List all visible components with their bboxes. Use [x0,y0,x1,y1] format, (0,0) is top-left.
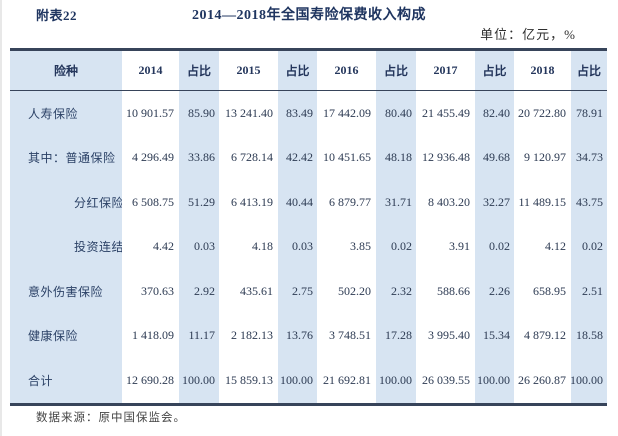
share-value-cell: 83.49 [278,91,317,136]
share-value-cell: 34.73 [571,135,607,180]
column-header: 2016 [317,51,376,91]
row-label: 投资连结保险 [10,224,149,269]
premium-value-cell: 26 039.55 [416,358,475,403]
unit-label: 单位：亿元，% [480,27,576,42]
premium-value-cell: 3 748.51 [317,313,376,358]
share-value-cell: 0.02 [475,224,514,269]
premium-value-cell: 4 879.12 [514,313,571,358]
page-edge-shadow [0,0,2,436]
share-value-cell: 100.00 [570,358,607,403]
row-label: 合计 [10,358,122,403]
share-value-cell: 11.17 [179,313,219,358]
premium-value-cell: 2 182.13 [219,313,278,358]
share-value-cell: 40.44 [278,180,317,225]
column-header: 占比 [376,51,416,91]
premium-value-cell: 1 418.09 [122,313,179,358]
premium-value-cell: 3.85 [317,224,376,269]
column-header: 占比 [571,51,607,91]
column-header: 2015 [219,51,278,91]
premium-value-cell: 4.18 [219,224,278,269]
row-label: 人寿保险 [10,91,122,136]
share-value-cell: 2.32 [376,269,416,314]
row-label: 其中：普通保险 [10,135,122,180]
share-value-cell: 100.00 [376,358,416,403]
column-header: 占比 [179,51,219,91]
premium-value-cell: 588.66 [416,269,475,314]
share-value-cell: 78.91 [571,91,607,136]
share-value-cell: 0.02 [376,224,416,269]
column-header: 占比 [475,51,514,91]
premium-value-cell: 370.63 [122,269,179,314]
premium-value-cell: 6 879.77 [317,180,376,225]
column-header: 2018 [514,51,571,91]
row-label: 分红保险 [10,180,124,225]
premium-value-cell: 3.91 [416,224,475,269]
share-value-cell: 15.34 [475,313,514,358]
premium-value-cell: 4.42 [122,224,179,269]
share-value-cell: 33.86 [179,135,219,180]
premium-value-cell: 17 442.09 [317,91,376,136]
share-value-cell: 2.26 [475,269,514,314]
share-value-cell: 100.00 [179,358,219,403]
premium-value-cell: 21 455.49 [416,91,475,136]
premium-value-cell: 21 692.81 [317,358,376,403]
premium-value-cell: 26 260.87 [514,358,571,403]
premium-value-cell: 3 995.40 [416,313,475,358]
page-title: 2014—2018年全国寿险保费收入构成 [192,8,426,23]
share-value-cell: 80.40 [376,91,416,136]
premium-value-cell: 13 241.40 [219,91,278,136]
share-value-cell: 17.28 [376,313,416,358]
column-header: 占比 [278,51,317,91]
share-value-cell: 32.27 [475,180,514,225]
share-value-cell: 82.40 [475,91,514,136]
share-value-cell: 43.75 [571,180,607,225]
row-label: 健康保险 [10,313,122,358]
premium-value-cell: 11 489.15 [514,180,571,225]
source-note: 数据来源：原中国保监会。 [36,412,186,424]
share-value-cell: 100.00 [475,358,514,403]
share-value-cell: 0.02 [571,224,607,269]
column-header: 险种 [10,51,122,91]
premium-value-cell: 8 403.20 [416,180,475,225]
share-value-cell: 0.03 [278,224,317,269]
premium-value-cell: 20 722.80 [514,91,571,136]
premium-value-cell: 658.95 [514,269,571,314]
premium-value-cell: 4.12 [514,224,571,269]
premium-value-cell: 15 859.13 [219,358,278,403]
share-value-cell: 31.71 [376,180,416,225]
premium-value-cell: 12 690.28 [122,358,179,403]
column-header: 2017 [416,51,475,91]
share-value-cell: 2.75 [278,269,317,314]
premium-value-cell: 6 728.14 [219,135,278,180]
row-label: 意外伤害保险 [10,269,122,314]
share-value-cell: 18.58 [571,313,607,358]
premium-value-cell: 10 451.65 [317,135,376,180]
share-value-cell: 13.76 [278,313,317,358]
share-value-cell: 42.42 [278,135,317,180]
premium-value-cell: 4 296.49 [122,135,179,180]
appendix-label: 附表22 [36,8,78,23]
premium-value-cell: 10 901.57 [122,91,179,136]
share-value-cell: 51.29 [179,180,219,225]
share-value-cell: 0.03 [179,224,219,269]
premium-value-cell: 6 508.75 [122,180,179,225]
premium-value-cell: 9 120.97 [514,135,571,180]
column-header: 2014 [122,51,179,91]
premium-value-cell: 12 936.48 [416,135,475,180]
premium-value-cell: 435.61 [219,269,278,314]
premium-value-cell: 6 413.19 [219,180,278,225]
premium-income-table: 险种 2014 占比 2015 占比 2016 占比 2017 占比 2018 占比 人寿保险 10 9… [10,48,607,406]
share-value-cell: 48.18 [376,135,416,180]
share-value-cell: 2.51 [571,269,607,314]
share-value-cell: 49.68 [475,135,514,180]
premium-value-cell: 502.20 [317,269,376,314]
share-value-cell: 85.90 [179,91,219,136]
share-value-cell: 2.92 [179,269,219,314]
share-value-cell: 100.00 [278,358,317,403]
